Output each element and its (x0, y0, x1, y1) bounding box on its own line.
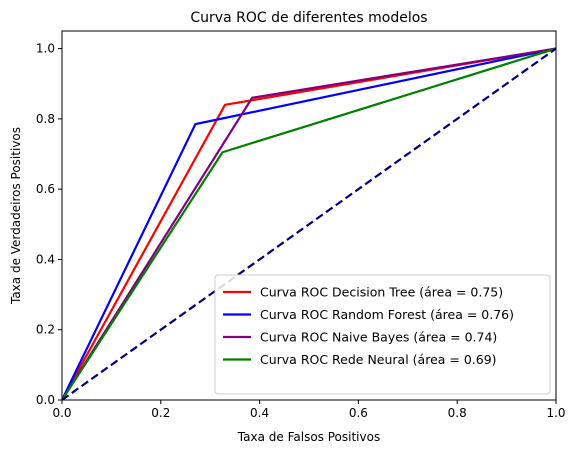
legend-label-0: Curva ROC Decision Tree (área = 0.75) (260, 285, 503, 300)
y-tick-label: 0.2 (36, 323, 55, 337)
chart-title: Curva ROC de diferentes modelos (190, 10, 427, 26)
x-axis-ticks: 0.0 0.2 0.4 0.6 0.8 1.0 (52, 400, 566, 420)
y-axis-ticks: 0.0 0.2 0.4 0.6 0.8 1.0 (36, 42, 62, 407)
x-axis-label: Taxa de Falsos Positivos (237, 430, 380, 444)
reference-diagonal-line (62, 47, 556, 400)
x-tick-label: 0.0 (52, 406, 71, 420)
legend-label-3: Curva ROC Rede Neural (área = 0.69) (260, 352, 497, 367)
x-tick-label: 1.0 (546, 406, 565, 420)
x-tick-label: 0.2 (151, 406, 170, 420)
legend-label-2: Curva ROC Naive Bayes (área = 0.74) (260, 330, 497, 345)
x-tick-label: 0.4 (250, 406, 269, 420)
series-line-3 (62, 47, 556, 400)
x-tick-label: 0.6 (349, 406, 368, 420)
y-tick-label: 0.0 (36, 393, 55, 407)
series-line-2 (62, 47, 556, 400)
y-tick-label: 0.4 (36, 252, 55, 266)
legend: Curva ROC Decision Tree (área = 0.75) Cur… (214, 274, 551, 395)
y-tick-label: 1.0 (36, 42, 55, 56)
axes-frame (61, 30, 557, 401)
legend-box (214, 274, 551, 395)
legend-label-1: Curva ROC Random Forest (área = 0.76) (260, 307, 514, 322)
y-tick-label: 0.6 (36, 182, 55, 196)
y-axis-label: Taxa de Verdadeiros Positivos (9, 127, 23, 305)
curves-layer (62, 47, 556, 400)
y-tick-label: 0.8 (36, 112, 55, 126)
series-line-1 (62, 47, 556, 400)
x-tick-label: 0.8 (448, 406, 467, 420)
